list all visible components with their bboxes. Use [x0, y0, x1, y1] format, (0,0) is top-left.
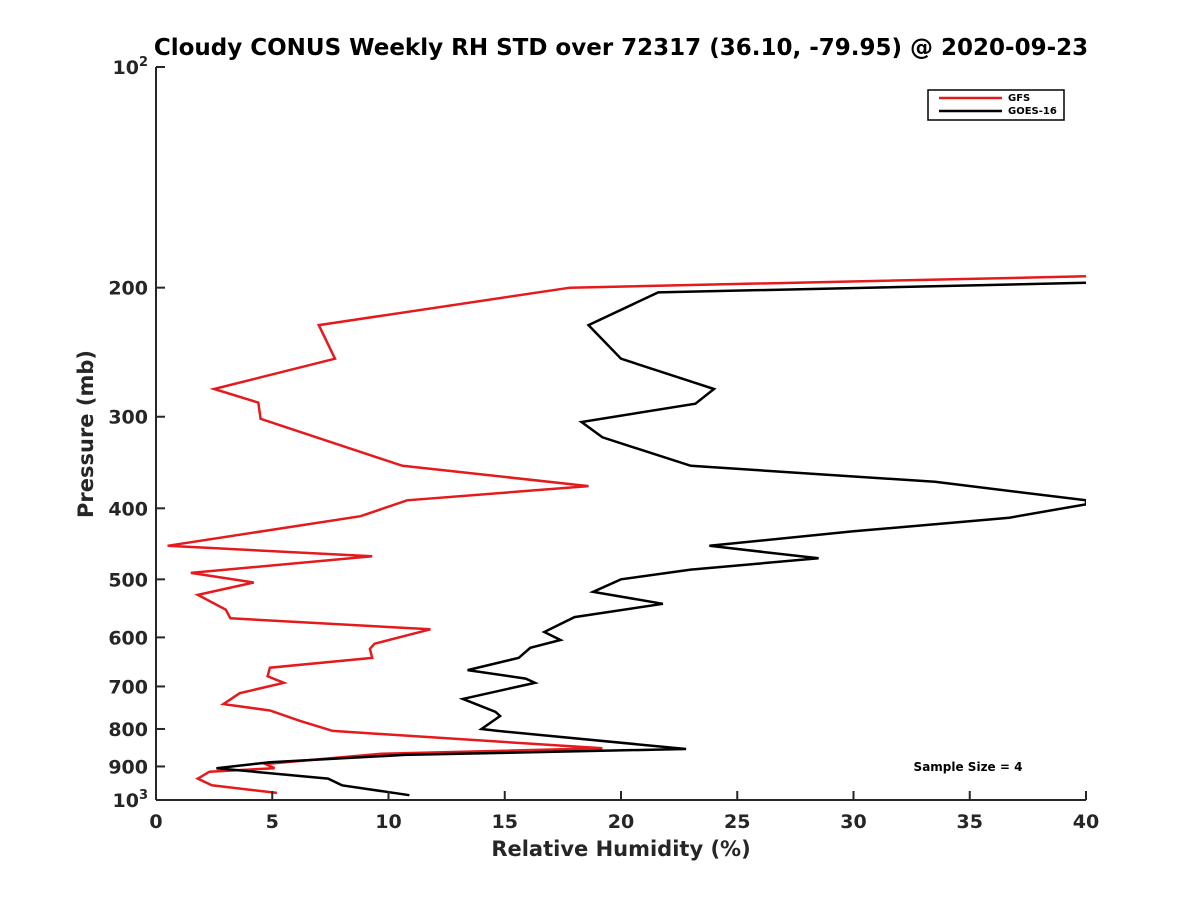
x-tick-label: 0: [149, 811, 162, 833]
x-tick-label: 30: [840, 811, 866, 833]
x-tick-label: 40: [1073, 811, 1099, 833]
y-tick-label: 700: [108, 676, 148, 698]
y-tick-label: 103: [113, 788, 149, 812]
y-tick-label: 102: [113, 55, 149, 79]
legend-label-goes16: GOES-16: [1008, 106, 1057, 117]
y-tick-label: 500: [108, 569, 148, 591]
y-tick-label: 200: [108, 278, 148, 300]
x-tick-label: 10: [375, 811, 401, 833]
chart-title: Cloudy CONUS Weekly RH STD over 72317 (3…: [154, 35, 1088, 61]
series-line-gfs: [167, 275, 1086, 795]
series-layer: [167, 275, 1086, 797]
x-tick-label: 20: [608, 811, 634, 833]
y-tick-label: 400: [108, 498, 148, 520]
legend-box: [927, 89, 1065, 121]
x-axis-label: Relative Humidity (%): [491, 837, 750, 861]
x-tick-label: 35: [957, 811, 983, 833]
y-tick-label: 900: [108, 756, 148, 778]
y-tick-label: 300: [108, 407, 148, 429]
x-tick-label: 5: [266, 811, 279, 833]
y-axis-label: Pressure (mb): [74, 350, 98, 518]
y-tick-label: 800: [108, 719, 148, 741]
axes-layer: 0 5 10 15 20 25 30 35 40 102 200 300 400 500 600 700 800…: [108, 55, 1099, 833]
y-tick-label: 600: [108, 627, 148, 649]
series-line-goes-16: [216, 281, 1086, 797]
sample-size-annotation: Sample Size = 4: [914, 760, 1023, 774]
x-tick-label: 25: [724, 811, 750, 833]
legend-label-gfs: GFS: [1008, 93, 1030, 104]
legend: GFS GOES-16: [927, 89, 1065, 121]
x-tick-label: 15: [492, 811, 518, 833]
